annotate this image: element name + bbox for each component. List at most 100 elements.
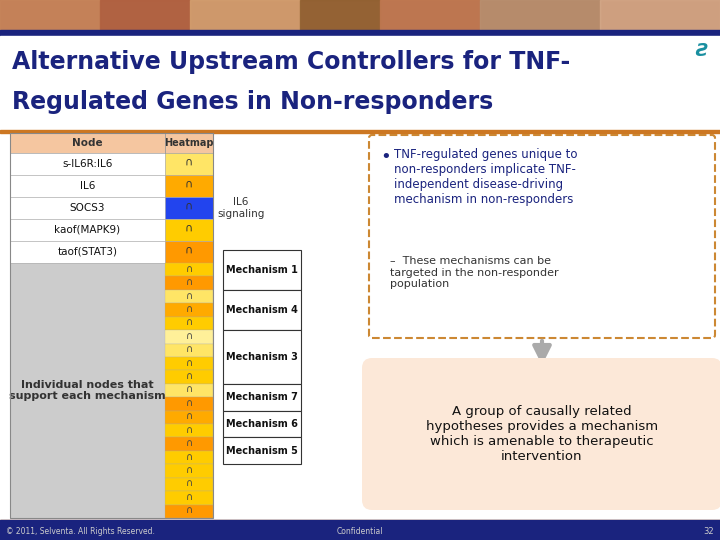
Text: Confidential: Confidential	[337, 526, 383, 536]
Text: ∩: ∩	[186, 411, 192, 421]
Bar	[165, 197, 213, 219]
Text: ∩: ∩	[186, 357, 192, 368]
Text: IL6
signaling: IL6 signaling	[217, 197, 265, 219]
Text: TNF-regulated genes unique to
non-responders implicate TNF-
independent disease-: TNF-regulated genes unique to non-respon…	[394, 148, 577, 206]
Text: Mechanism 1: Mechanism 1	[226, 265, 298, 275]
Text: Node: Node	[72, 138, 103, 148]
Bar	[165, 437, 213, 451]
Bar	[223, 410, 301, 437]
FancyBboxPatch shape	[362, 358, 720, 510]
Text: ∩: ∩	[186, 398, 192, 408]
Bar	[480, 0, 600, 30]
Bar	[0, 520, 720, 540]
Bar	[165, 464, 213, 478]
Text: ∩: ∩	[186, 465, 192, 475]
Bar	[165, 397, 213, 410]
Bar	[0, 130, 720, 133]
Text: ∩: ∩	[186, 371, 192, 381]
Text: ∩: ∩	[185, 223, 193, 233]
Text: ∩: ∩	[186, 344, 192, 354]
Text: Individual nodes that
support each mechanism: Individual nodes that support each mecha…	[9, 380, 166, 401]
Bar	[165, 316, 213, 330]
Bar	[165, 290, 213, 303]
Text: Alternative Upstream Controllers for TNF-: Alternative Upstream Controllers for TNF…	[12, 50, 570, 74]
Bar	[0, 36, 720, 130]
Bar	[165, 263, 213, 276]
Bar	[600, 0, 720, 30]
Text: Mechanism 4: Mechanism 4	[226, 305, 298, 315]
Bar	[165, 219, 213, 241]
Bar	[0, 0, 100, 30]
Text: ∩: ∩	[186, 438, 192, 448]
Text: ∩: ∩	[185, 245, 193, 255]
Bar	[0, 0, 720, 30]
Text: ∩: ∩	[186, 505, 192, 515]
Text: Mechanism 7: Mechanism 7	[226, 392, 298, 402]
Bar	[380, 0, 480, 30]
Bar	[165, 370, 213, 384]
Bar	[300, 0, 380, 30]
Text: ∩: ∩	[186, 384, 192, 395]
Text: A group of causally related
hypotheses provides a mechanism
which is amenable to: A group of causally related hypotheses p…	[426, 405, 658, 463]
FancyBboxPatch shape	[369, 135, 715, 338]
Text: ∩: ∩	[186, 425, 192, 435]
Text: ∩: ∩	[186, 492, 192, 502]
Text: ∩: ∩	[185, 157, 193, 167]
Bar	[0, 30, 720, 36]
Text: s-IL6R:IL6: s-IL6R:IL6	[63, 159, 113, 169]
Bar	[223, 437, 301, 464]
Text: 32: 32	[703, 526, 714, 536]
Text: ∩: ∩	[186, 264, 192, 274]
Text: ∩: ∩	[186, 318, 192, 327]
Text: ∩: ∩	[186, 304, 192, 314]
Text: SOCS3: SOCS3	[70, 203, 105, 213]
Bar	[165, 384, 213, 397]
Text: Mechanism 5: Mechanism 5	[226, 446, 298, 456]
Text: ∩: ∩	[186, 291, 192, 301]
Bar	[10, 197, 165, 219]
Bar	[165, 424, 213, 437]
Bar	[10, 241, 165, 263]
Text: kaof(MAPK9): kaof(MAPK9)	[55, 225, 120, 235]
Bar	[10, 175, 165, 197]
Bar	[0, 520, 720, 523]
Text: © 2011, Selventa. All Rights Reserved.: © 2011, Selventa. All Rights Reserved.	[6, 526, 155, 536]
Bar	[165, 153, 213, 175]
Text: Ƨ: Ƨ	[695, 42, 708, 60]
Bar	[223, 249, 301, 290]
Bar	[10, 133, 213, 518]
Text: ∩: ∩	[186, 451, 192, 462]
Bar	[165, 330, 213, 343]
Bar	[10, 263, 165, 518]
Bar	[165, 491, 213, 504]
Text: ∩: ∩	[185, 201, 193, 211]
Bar	[100, 0, 190, 30]
Text: Heatmap: Heatmap	[164, 138, 214, 148]
Bar	[165, 451, 213, 464]
Text: ∩: ∩	[186, 331, 192, 341]
Text: ∩: ∩	[186, 277, 192, 287]
Bar	[223, 290, 301, 330]
Bar	[165, 343, 213, 357]
Bar	[190, 0, 300, 30]
Text: Mechanism 6: Mechanism 6	[226, 419, 298, 429]
Bar	[165, 276, 213, 290]
Bar	[223, 330, 301, 384]
Bar	[165, 357, 213, 370]
Bar	[165, 241, 213, 263]
Bar	[165, 410, 213, 424]
Bar	[165, 303, 213, 316]
Text: •: •	[380, 148, 391, 166]
Bar	[165, 478, 213, 491]
Bar	[165, 175, 213, 197]
Text: –  These mechanisms can be
targeted in the non-responder
population: – These mechanisms can be targeted in th…	[390, 256, 559, 289]
Text: ∩: ∩	[185, 179, 193, 189]
Text: ∩: ∩	[186, 478, 192, 489]
Text: taof(STAT3): taof(STAT3)	[58, 247, 117, 257]
Text: Regulated Genes in Non-responders: Regulated Genes in Non-responders	[12, 90, 493, 114]
Bar	[165, 504, 213, 518]
Text: IL6: IL6	[80, 181, 95, 191]
Text: Mechanism 3: Mechanism 3	[226, 352, 298, 362]
Bar	[10, 219, 165, 241]
Bar	[10, 133, 213, 153]
